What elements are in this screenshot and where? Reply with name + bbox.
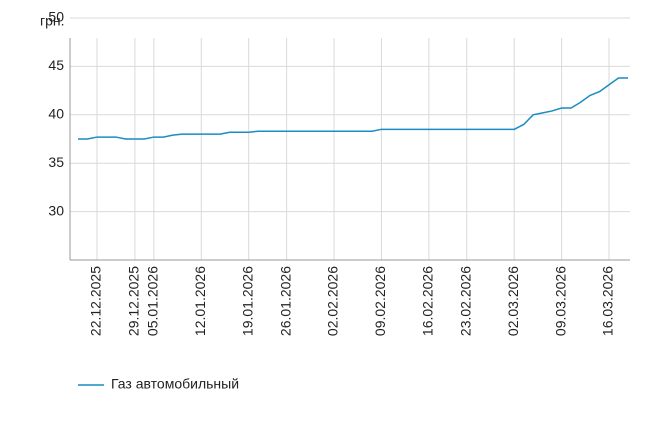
x-tick-label: 02.03.2026 (505, 266, 521, 336)
x-tick-label: 26.01.2026 (277, 266, 293, 336)
y-axis-unit: грн. (40, 13, 65, 29)
y-tick-label: 30 (48, 202, 64, 218)
x-tick-label: 22.12.2025 (88, 266, 104, 336)
x-tick-label: 16.03.2026 (600, 266, 616, 336)
y-tick-label: 45 (48, 57, 64, 73)
x-tick-label: 05.01.2026 (145, 266, 161, 336)
x-tick-label: 16.02.2026 (420, 266, 436, 336)
x-tick-label: 02.02.2026 (325, 266, 341, 336)
x-tick-label: 09.02.2026 (372, 266, 388, 336)
x-tick-label: 19.01.2026 (239, 266, 255, 336)
x-tick-label: 29.12.2025 (126, 266, 142, 336)
y-tick-label: 40 (48, 106, 64, 122)
data-line (78, 77, 628, 140)
legend-label: Газ автомобильный (111, 376, 239, 392)
x-tick-label: 09.03.2026 (552, 266, 568, 336)
x-tick-label: 12.01.2026 (192, 266, 208, 336)
y-tick-label: 50 (48, 9, 64, 25)
y-tick-label: 35 (48, 154, 64, 170)
x-tick-label: 23.02.2026 (457, 266, 473, 336)
